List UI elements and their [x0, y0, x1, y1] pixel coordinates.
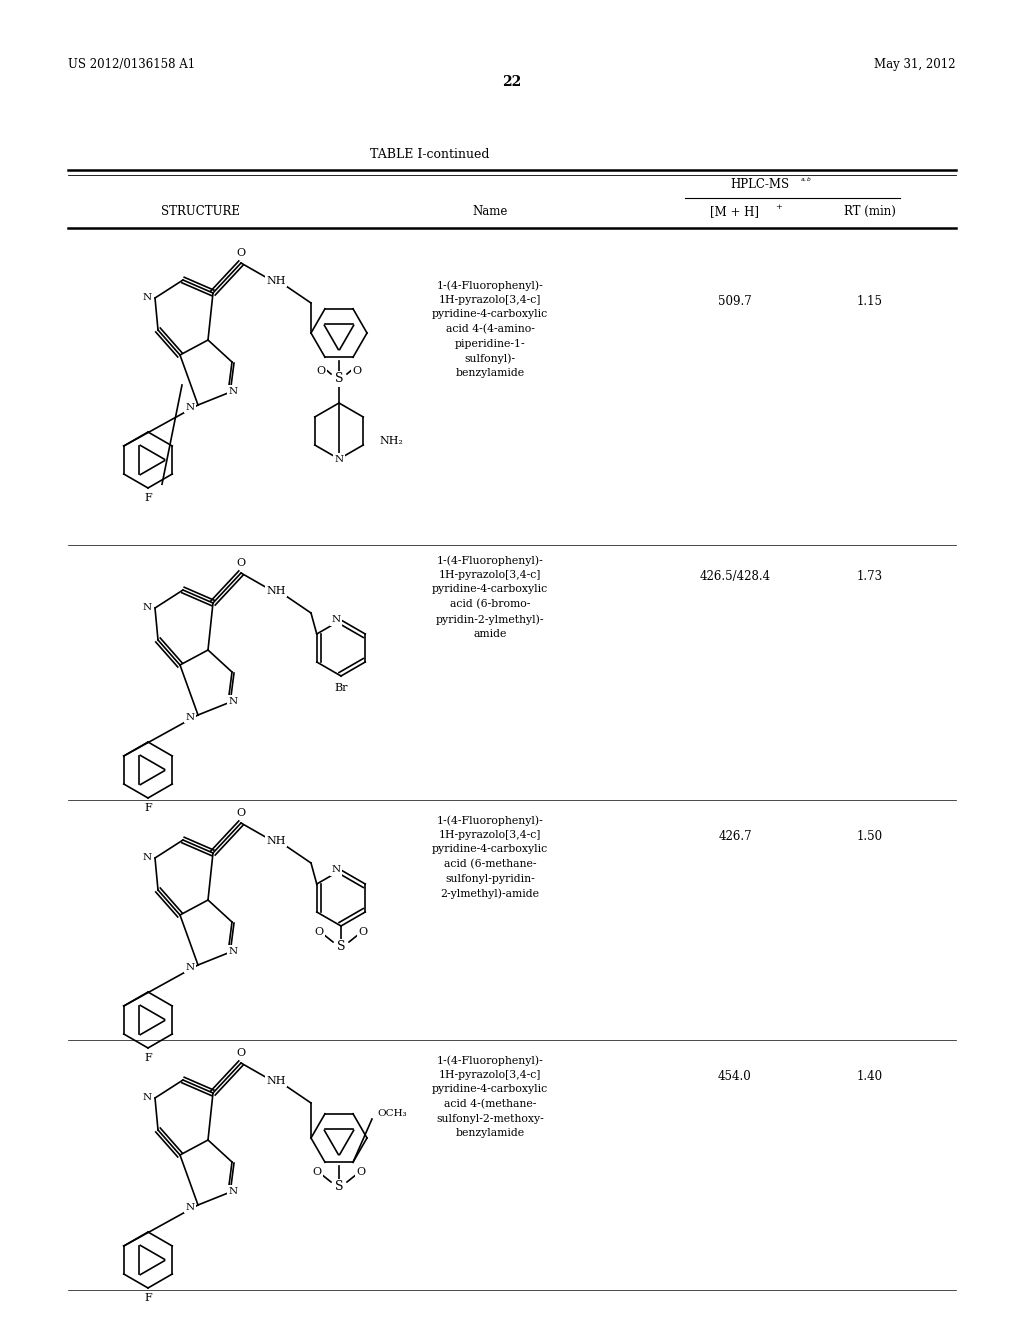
Text: O: O: [237, 248, 246, 257]
Text: STRUCTURE: STRUCTURE: [161, 205, 240, 218]
Text: N: N: [142, 1093, 152, 1102]
Text: N: N: [142, 293, 152, 302]
Text: N: N: [142, 854, 152, 862]
Text: F: F: [144, 492, 152, 503]
Text: 1-(4-Fluorophenyl)-
1H-pyrazolo[3,4-c]
pyridine-4-carboxylic
acid (6-methane-
su: 1-(4-Fluorophenyl)- 1H-pyrazolo[3,4-c] p…: [432, 814, 548, 899]
Text: S: S: [335, 372, 343, 385]
Text: US 2012/0136158 A1: US 2012/0136158 A1: [68, 58, 196, 71]
Text: 22: 22: [503, 75, 521, 88]
Text: N: N: [332, 866, 341, 874]
Text: TABLE I-continued: TABLE I-continued: [371, 148, 489, 161]
Text: NH: NH: [266, 1076, 286, 1086]
Text: OCH₃: OCH₃: [377, 1110, 407, 1118]
Text: F: F: [144, 1294, 152, 1303]
Text: N: N: [228, 387, 238, 396]
Text: N: N: [185, 403, 195, 412]
Text: 454.0: 454.0: [718, 1071, 752, 1082]
Text: +: +: [775, 203, 782, 211]
Text: O: O: [314, 927, 324, 937]
Text: May 31, 2012: May 31, 2012: [874, 58, 956, 71]
Text: O: O: [237, 1048, 246, 1059]
Text: N: N: [335, 454, 344, 463]
Text: O: O: [316, 366, 326, 376]
Text: N: N: [142, 603, 152, 612]
Text: NH₂: NH₂: [379, 436, 402, 446]
Text: NH: NH: [266, 836, 286, 846]
Text: 509.7: 509.7: [718, 294, 752, 308]
Text: [M + H]: [M + H]: [711, 205, 760, 218]
Text: Br: Br: [334, 682, 348, 693]
Text: 1.73: 1.73: [857, 570, 883, 583]
Text: 1.40: 1.40: [857, 1071, 883, 1082]
Text: 1-(4-Fluorophenyl)-
1H-pyrazolo[3,4-c]
pyridine-4-carboxylic
acid 4-(4-amino-
pi: 1-(4-Fluorophenyl)- 1H-pyrazolo[3,4-c] p…: [432, 280, 548, 379]
Text: O: O: [312, 1167, 322, 1177]
Text: S: S: [335, 1180, 343, 1193]
Text: F: F: [144, 803, 152, 813]
Text: 1-(4-Fluorophenyl)-
1H-pyrazolo[3,4-c]
pyridine-4-carboxylic
acid 4-(methane-
su: 1-(4-Fluorophenyl)- 1H-pyrazolo[3,4-c] p…: [432, 1055, 548, 1138]
Text: Name: Name: [472, 205, 508, 218]
Text: O: O: [237, 808, 246, 818]
Text: $^{a,b}$: $^{a,b}$: [800, 178, 812, 186]
Text: 426.7: 426.7: [718, 830, 752, 843]
Text: 426.5/428.4: 426.5/428.4: [699, 570, 771, 583]
Text: F: F: [144, 1053, 152, 1063]
Text: N: N: [185, 713, 195, 722]
Text: N: N: [185, 962, 195, 972]
Text: 1-(4-Fluorophenyl)-
1H-pyrazolo[3,4-c]
pyridine-4-carboxylic
acid (6-bromo-
pyri: 1-(4-Fluorophenyl)- 1H-pyrazolo[3,4-c] p…: [432, 554, 548, 639]
Text: O: O: [358, 927, 368, 937]
Text: RT (min): RT (min): [844, 205, 896, 218]
Text: O: O: [237, 558, 246, 568]
Text: 1.50: 1.50: [857, 830, 883, 843]
Text: N: N: [332, 615, 341, 624]
Text: N: N: [228, 1187, 238, 1196]
Text: HPLC-MS: HPLC-MS: [730, 178, 790, 191]
Text: 1.15: 1.15: [857, 294, 883, 308]
Text: NH: NH: [266, 586, 286, 597]
Text: O: O: [356, 1167, 366, 1177]
Text: S: S: [337, 940, 345, 953]
Text: N: N: [185, 1203, 195, 1212]
Text: O: O: [352, 366, 361, 376]
Text: NH: NH: [266, 276, 286, 286]
Text: N: N: [228, 946, 238, 956]
Text: N: N: [228, 697, 238, 705]
